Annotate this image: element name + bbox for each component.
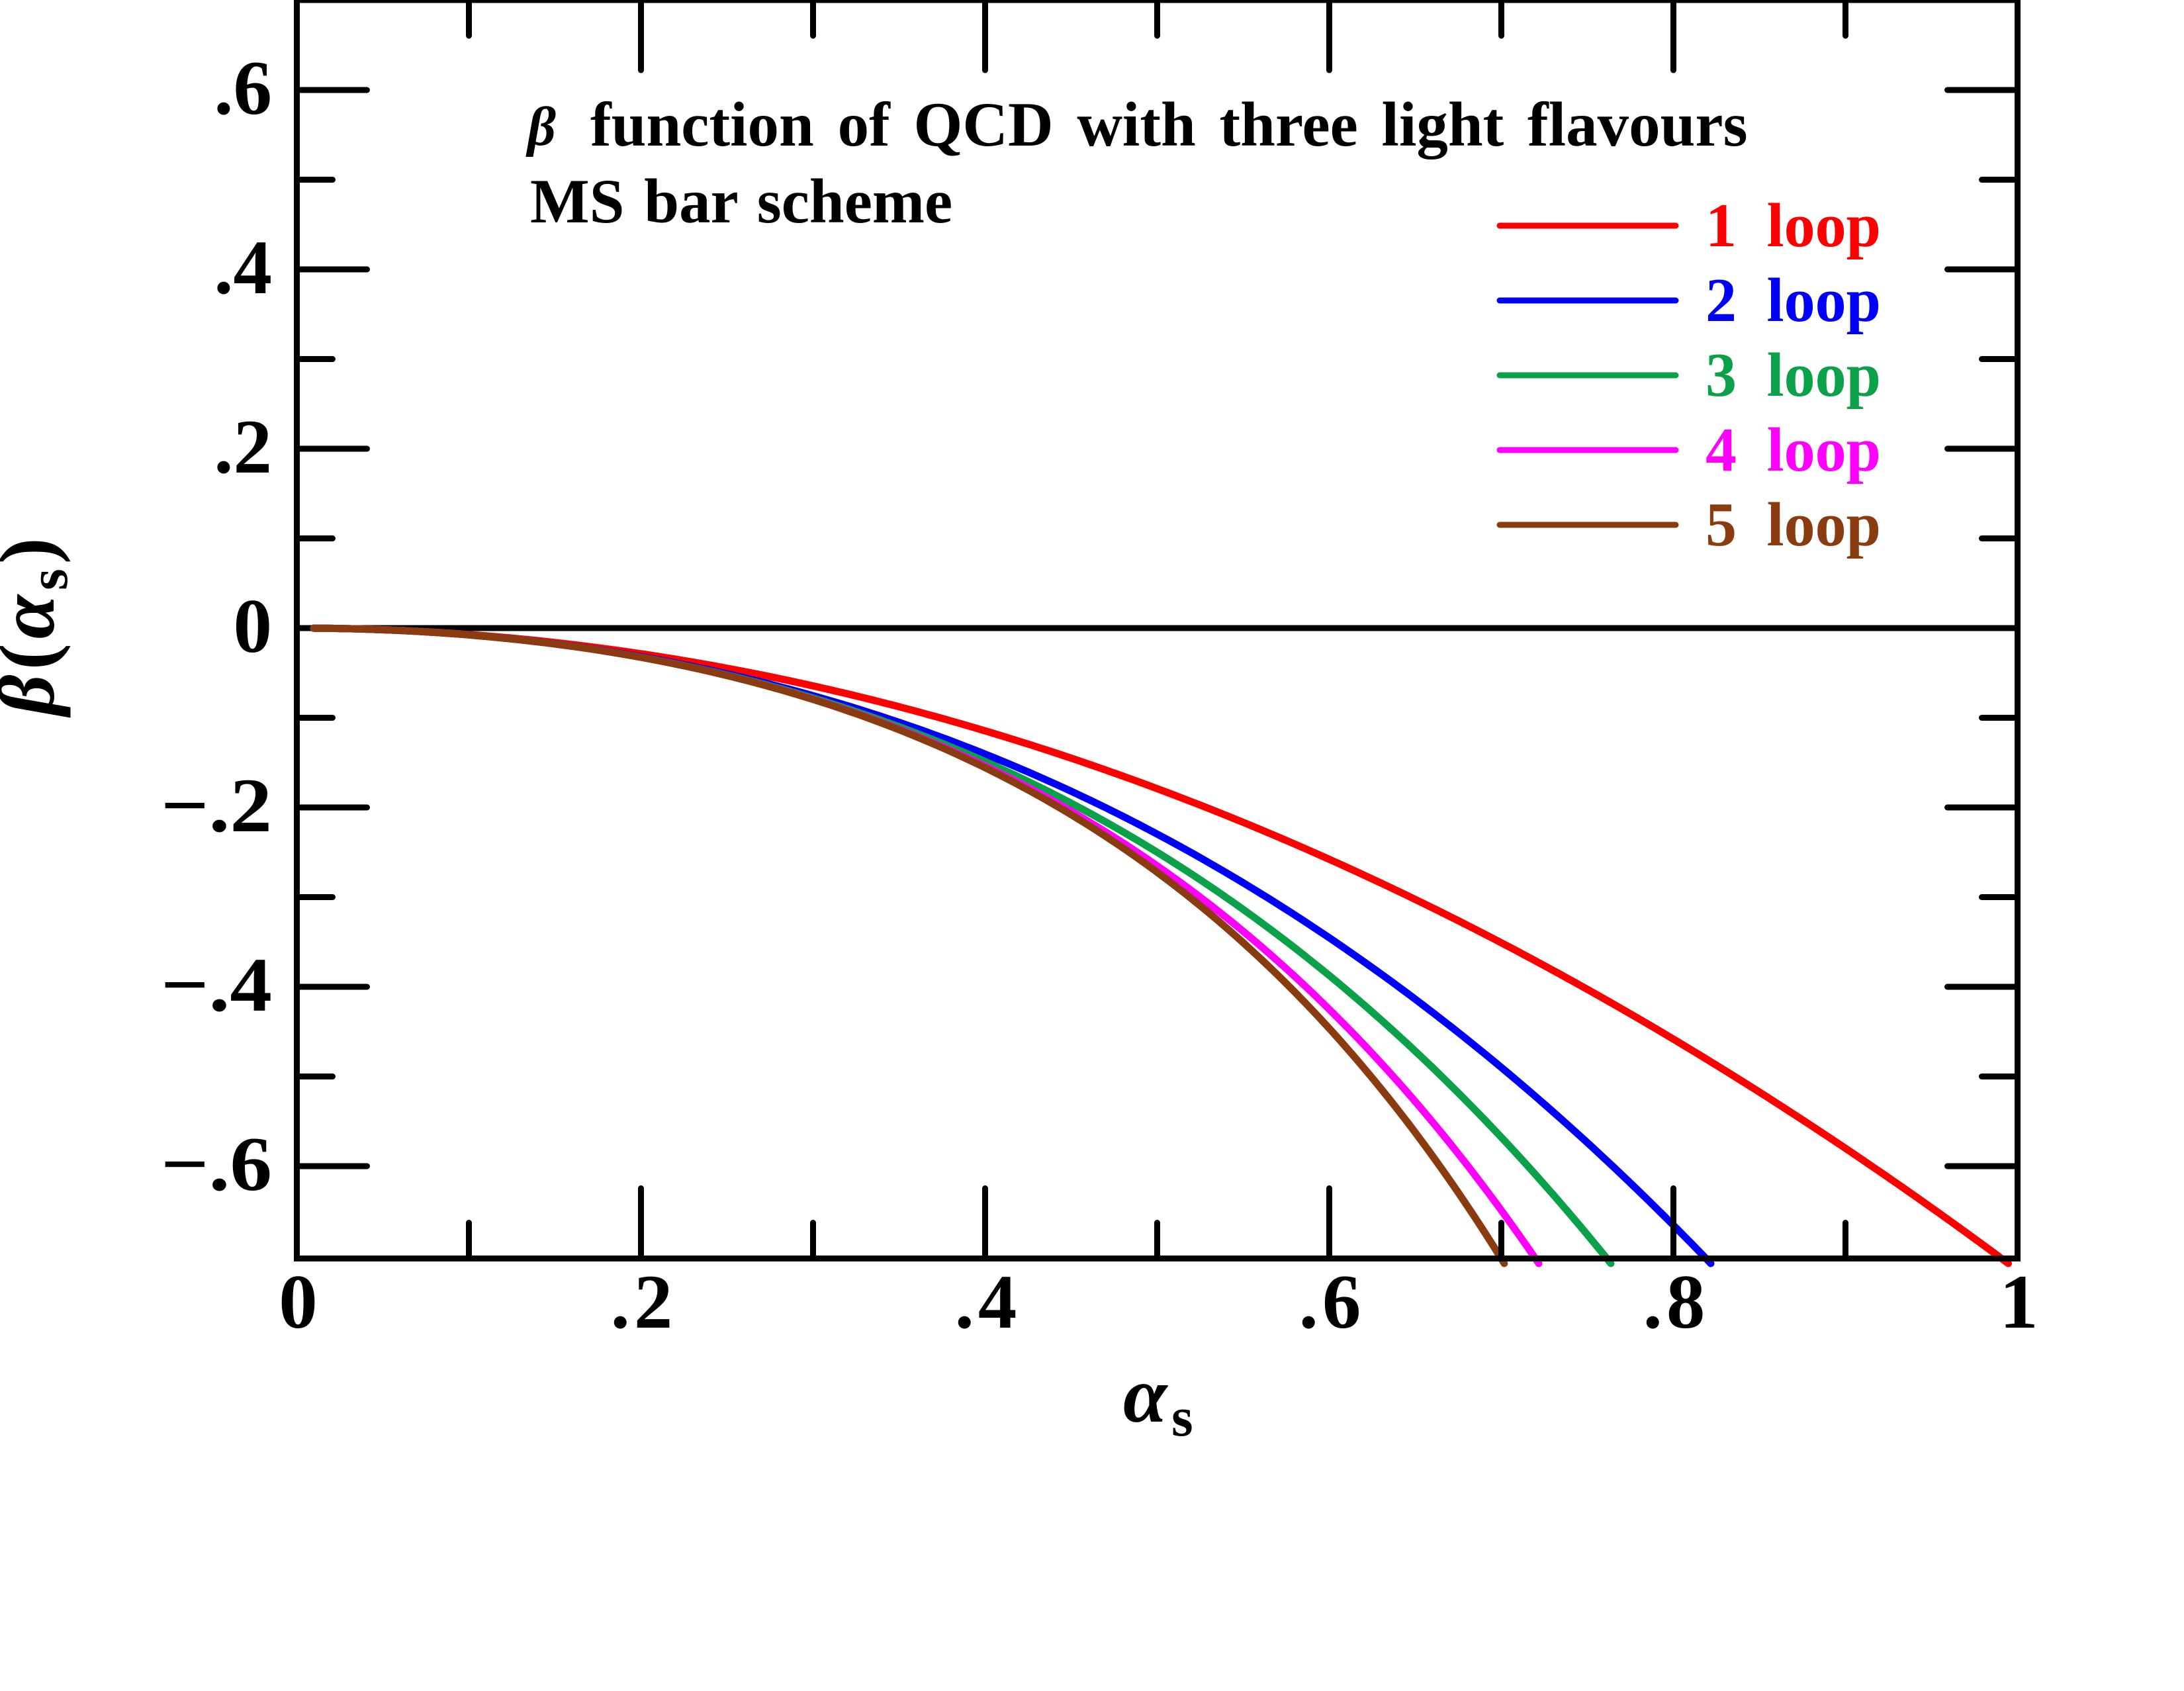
- svg-text:−.4: −.4: [161, 942, 272, 1028]
- svg-text:.6: .6: [1299, 1259, 1365, 1345]
- svg-text:.6: .6: [214, 46, 272, 131]
- svg-text:1: 1: [1999, 1259, 2038, 1345]
- svg-text:.2: .2: [611, 1259, 677, 1345]
- svg-text:−.2: −.2: [161, 763, 272, 848]
- svg-text:3 loop: 3 loop: [1706, 341, 1881, 410]
- svg-text:.2: .2: [214, 404, 272, 490]
- svg-text:function of QCD with three lig: function of QCD with three light flavour…: [590, 89, 1748, 160]
- svg-text:α: α: [1123, 1351, 1168, 1439]
- svg-text:.8: .8: [1643, 1259, 1709, 1345]
- svg-text:0: 0: [234, 584, 273, 669]
- svg-text:4 loop: 4 loop: [1706, 416, 1881, 484]
- svg-text:.4: .4: [955, 1259, 1021, 1345]
- svg-text:5 loop: 5 loop: [1706, 490, 1881, 559]
- svg-text:s: s: [1171, 1387, 1193, 1448]
- svg-text:MS bar scheme: MS bar scheme: [530, 166, 952, 236]
- svg-text:−.6: −.6: [161, 1122, 272, 1207]
- svg-text:β(αs): β(αs): [0, 533, 79, 718]
- svg-text:2 loop: 2 loop: [1706, 266, 1881, 335]
- svg-text:1 loop: 1 loop: [1706, 191, 1881, 260]
- svg-text:.4: .4: [214, 225, 272, 310]
- svg-text:β: β: [525, 96, 556, 158]
- svg-text:0: 0: [279, 1259, 318, 1345]
